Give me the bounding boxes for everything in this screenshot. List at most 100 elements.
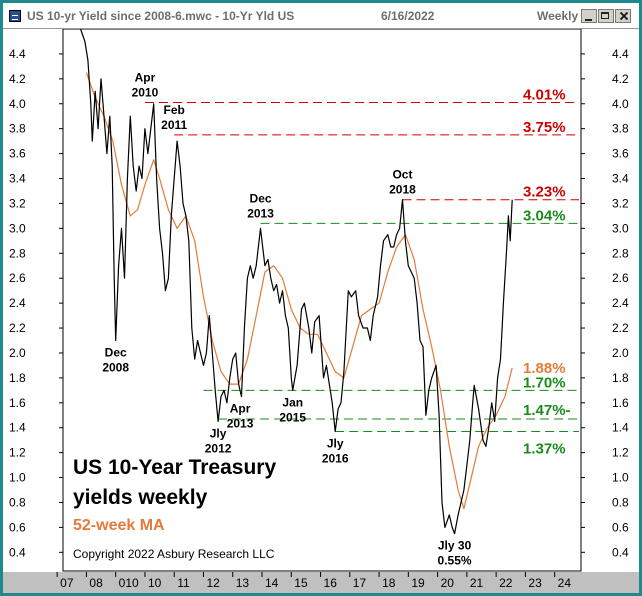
- annotation-text: 2016: [322, 451, 349, 465]
- y-tick-label-left: 2.2: [9, 321, 26, 335]
- x-tick-label: 17: [353, 576, 367, 590]
- yield-series-line: [80, 29, 513, 535]
- minimize-button[interactable]: [581, 9, 597, 23]
- annotation-text: Jly: [210, 426, 227, 440]
- y-tick-label-left: 3.8: [9, 122, 26, 136]
- y-tick-label-left: 2.8: [9, 246, 26, 260]
- y-tick-label-right: 1.0: [612, 471, 629, 485]
- y-axis: 0.4 0.4 0.6 0.6 0.8 0.8 1.0 1.0 1.2 1.2 1.4 1.4 1.6 1…: [9, 47, 629, 559]
- level-label: 4.01%: [523, 87, 566, 104]
- y-tick-label-left: 1.2: [9, 446, 26, 460]
- y-tick-label-right: 1.2: [612, 446, 629, 460]
- window-title: US 10-yr Yield since 2008-6.mwc - 10-Yr …: [27, 9, 295, 23]
- x-tick-label: 07: [60, 576, 74, 590]
- y-tick-label-right: 3.0: [612, 221, 629, 235]
- maximize-button[interactable]: [598, 9, 614, 23]
- x-tick-label: 14: [265, 576, 279, 590]
- y-tick-label-right: 1.4: [612, 421, 629, 435]
- y-tick-label-right: 1.6: [612, 396, 629, 410]
- annotation-text: 0.55%: [438, 554, 472, 568]
- x-axis: 07 08 010 10 11 12 13 14 15 16 17 18 19 20 21 22 23 24: [56, 572, 572, 590]
- support-resistance-levels: 4.01% 3.75% 3.23% 3.04% 1.70% 1.47%- 1.37% 1.88…: [144, 87, 579, 457]
- x-tick-label: 15: [294, 576, 308, 590]
- y-tick-label-right: 0.4: [612, 545, 629, 559]
- y-tick-label-left: 3.2: [9, 196, 26, 210]
- x-tick-label: 22: [499, 576, 513, 590]
- annotations-layer: Dec2008Apr2010Feb2011Jly2012Apr2013Dec20…: [102, 71, 472, 568]
- chart-title-line2: yields weekly: [73, 486, 208, 509]
- annotation-text: Jly: [327, 436, 344, 450]
- y-tick-label-right: 4.2: [612, 72, 629, 86]
- ma-legend-label: 52-week MA: [73, 517, 165, 534]
- annotation-text: 2012: [205, 441, 232, 455]
- y-tick-label-right: 1.8: [612, 371, 629, 385]
- plot-area: [62, 29, 582, 572]
- annotation-text: 2015: [279, 410, 306, 424]
- y-tick-label-left: 1.6: [9, 396, 26, 410]
- y-tick-label-left: 2.0: [9, 346, 26, 360]
- x-axis-strip: [3, 572, 639, 593]
- y-tick-label-right: 2.2: [612, 321, 629, 335]
- x-tick-label: 11: [177, 576, 190, 590]
- x-tick-label: 13: [236, 576, 250, 590]
- y-tick-label-right: 0.6: [612, 520, 629, 534]
- annotation-text: Feb: [164, 103, 185, 117]
- y-tick-label-right: 2.6: [612, 271, 629, 285]
- x-tick-label: 19: [411, 576, 425, 590]
- y-tick-label-left: 0.4: [9, 545, 26, 559]
- x-tick-label: 23: [528, 576, 542, 590]
- annotation-text: Dec: [250, 191, 272, 205]
- window-titlebar[interactable]: US 10-yr Yield since 2008-6.mwc - 10-Yr …: [3, 3, 639, 29]
- y-tick-label-left: 4.0: [9, 97, 26, 111]
- chart-canvas: 4.01% 3.75% 3.23% 3.04% 1.70% 1.47%- 1.37% 1.88…: [3, 29, 639, 593]
- copyright-text: Copyright 2022 Asbury Research LLC: [73, 547, 275, 561]
- x-tick-label: 24: [558, 576, 572, 590]
- y-tick-label-left: 1.0: [9, 471, 26, 485]
- x-tick-label: 16: [324, 576, 338, 590]
- y-tick-label-left: 4.4: [9, 47, 26, 61]
- annotation-text: 2008: [102, 360, 129, 374]
- annotation-text: Jly 30: [438, 539, 472, 553]
- level-label: 1.47%-: [523, 402, 571, 419]
- y-tick-label-left: 3.4: [9, 172, 26, 186]
- y-tick-label-right: 3.2: [612, 196, 629, 210]
- y-tick-label-right: 4.4: [612, 47, 629, 61]
- y-tick-label-left: 3.6: [9, 147, 26, 161]
- window-period[interactable]: Weekly: [537, 9, 579, 23]
- y-tick-label-left: 2.6: [9, 271, 26, 285]
- y-tick-label-right: 3.8: [612, 122, 629, 136]
- level-label: 1.70%: [523, 374, 566, 391]
- annotation-text: 2011: [161, 118, 187, 132]
- x-tick-label: 21: [470, 576, 484, 590]
- annotation-text: Apr: [135, 71, 156, 85]
- x-tick-label: 08: [89, 576, 103, 590]
- y-tick-label-left: 0.8: [9, 495, 26, 509]
- level-label: 1.37%: [523, 440, 566, 457]
- y-tick-label-left: 1.4: [9, 421, 26, 435]
- annotation-text: 2013: [227, 417, 254, 431]
- level-label: 3.75%: [523, 119, 566, 136]
- close-button[interactable]: [615, 9, 631, 23]
- annotation-text: Jan: [282, 395, 303, 409]
- y-tick-label-right: 2.8: [612, 246, 629, 260]
- level-label: 3.23%: [523, 184, 566, 201]
- x-tick-label: 20: [441, 576, 455, 590]
- x-tick-label: 12: [206, 576, 220, 590]
- y-tick-label-right: 2.0: [612, 346, 629, 360]
- y-tick-label-left: 1.8: [9, 371, 26, 385]
- y-tick-label-right: 4.0: [612, 97, 629, 111]
- window-date: 6/16/2022: [381, 9, 435, 23]
- annotation-text: Dec: [105, 345, 127, 359]
- annotation-text: Apr: [230, 402, 251, 416]
- level-label: 3.04%: [523, 207, 566, 224]
- x-tick-label: 10: [148, 576, 162, 590]
- y-tick-label-right: 3.6: [612, 147, 629, 161]
- y-tick-label-left: 3.0: [9, 221, 26, 235]
- annotation-text: 2018: [389, 183, 416, 197]
- annotation-text: Oct: [392, 168, 412, 182]
- y-tick-label-right: 0.8: [612, 495, 629, 509]
- x-tick-label: 18: [382, 576, 396, 590]
- y-tick-label-left: 4.2: [9, 72, 26, 86]
- y-tick-label-left: 2.4: [9, 296, 26, 310]
